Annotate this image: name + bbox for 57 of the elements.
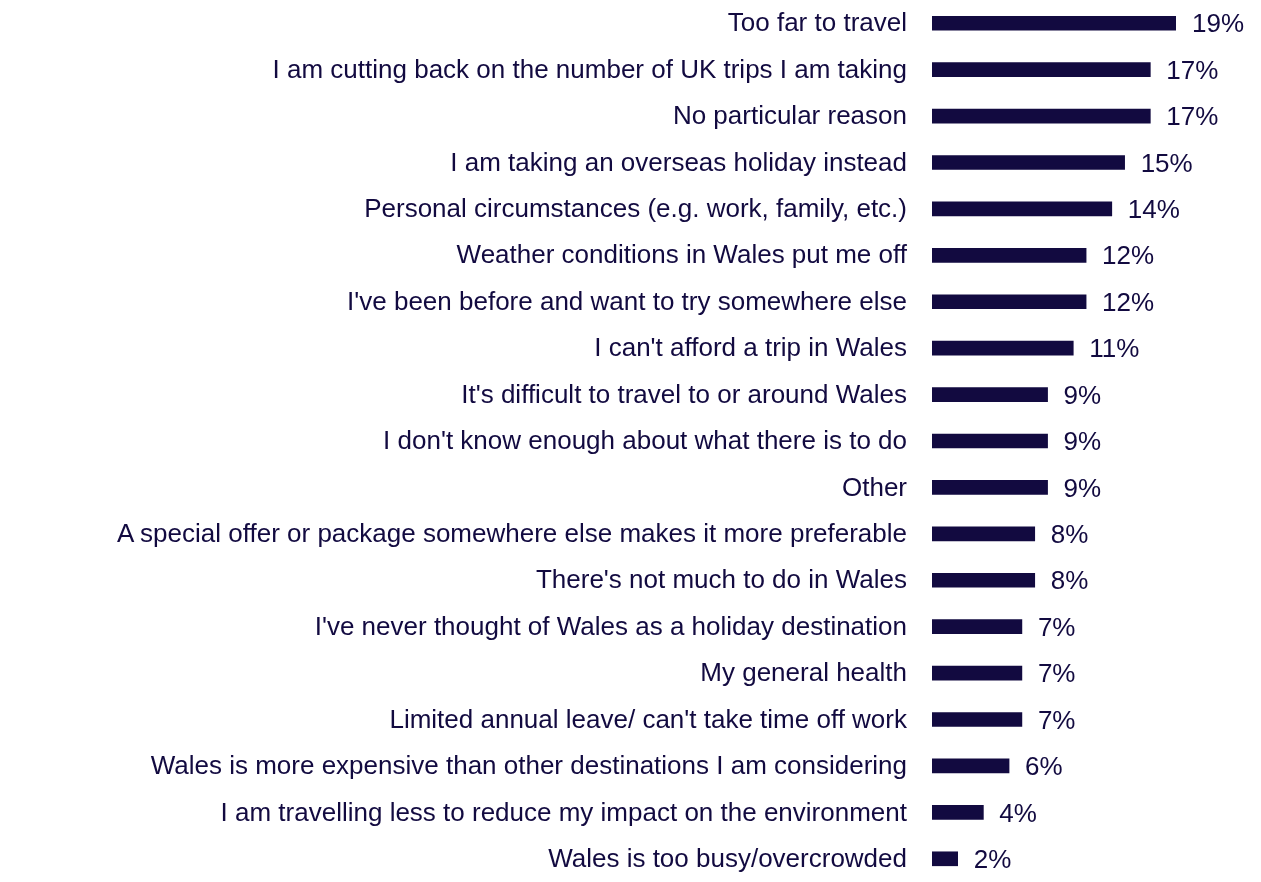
data-label: 14% <box>1127 194 1180 225</box>
y-tick-label: Wales is too busy/overcrowded <box>548 842 907 873</box>
bar <box>932 851 959 867</box>
bar <box>932 433 1048 449</box>
bar <box>932 712 1023 727</box>
bar <box>932 201 1113 217</box>
data-label: 19% <box>1192 8 1245 39</box>
bar <box>932 665 1023 681</box>
y-tick-label: Weather conditions in Wales put me off <box>456 239 908 270</box>
y-tick-label: Wales is more expensive than other destinations I am considering <box>150 750 907 781</box>
data-label: 7% <box>1037 704 1076 735</box>
bar <box>932 108 1151 124</box>
y-tick-label: Limited annual leave/ can't take time off work <box>389 703 908 734</box>
y-tick-label: There's not much to do in Wales <box>535 564 907 595</box>
bar <box>932 340 1074 356</box>
bar <box>932 155 1125 170</box>
y-tick-label: I've never thought of Wales as a holiday destination <box>314 610 907 641</box>
bar <box>932 805 984 820</box>
data-label: 7% <box>1037 658 1076 689</box>
data-label: 2% <box>973 843 1012 874</box>
data-label: 4% <box>999 797 1037 828</box>
data-label: 8% <box>1050 519 1089 550</box>
bar <box>932 480 1048 495</box>
data-label: 8% <box>1050 565 1089 596</box>
bar <box>932 387 1048 402</box>
data-label: 9% <box>1063 472 1102 503</box>
data-label: 6% <box>1025 751 1063 782</box>
y-tick-label: I am cutting back on the number of UK trips I am taking <box>272 53 907 84</box>
data-label: 12% <box>1102 286 1155 317</box>
data-label: 11% <box>1089 333 1140 364</box>
bar <box>932 619 1023 635</box>
bar <box>932 15 1176 31</box>
y-tick-label: It's difficult to travel to or around Wales <box>461 378 907 409</box>
y-tick-label: Other <box>841 471 908 502</box>
data-label: 9% <box>1063 379 1102 410</box>
y-tick-label: A special offer or package somewhere else makes it more preferable <box>116 518 907 549</box>
bar <box>932 294 1087 310</box>
y-tick-label: I am travelling less to reduce my impact on the environment <box>220 796 908 827</box>
data-label: 15% <box>1140 147 1193 178</box>
data-label: 12% <box>1102 240 1155 271</box>
bar <box>932 758 1010 774</box>
data-label: 17% <box>1166 101 1219 132</box>
y-tick-label: I don't know enough about what there is to do <box>383 425 907 456</box>
y-tick-label: My general health <box>700 657 907 688</box>
bar <box>932 62 1151 77</box>
bar <box>932 572 1036 588</box>
y-tick-label: No particular reason <box>672 100 907 131</box>
y-tick-label: I can't afford a trip in Wales <box>594 332 907 363</box>
data-label: 17% <box>1166 54 1219 85</box>
bar <box>932 247 1087 263</box>
y-tick-label: I am taking an overseas holiday instead <box>450 146 907 177</box>
y-tick-label: I've been before and want to try somewhere else <box>347 285 907 316</box>
y-tick-label: Personal circumstances (e.g. work, family, etc.) <box>364 193 907 224</box>
data-label: 7% <box>1037 611 1076 642</box>
bar <box>932 526 1036 542</box>
y-tick-label: Too far to travel <box>727 7 907 38</box>
data-label: 9% <box>1063 426 1102 457</box>
